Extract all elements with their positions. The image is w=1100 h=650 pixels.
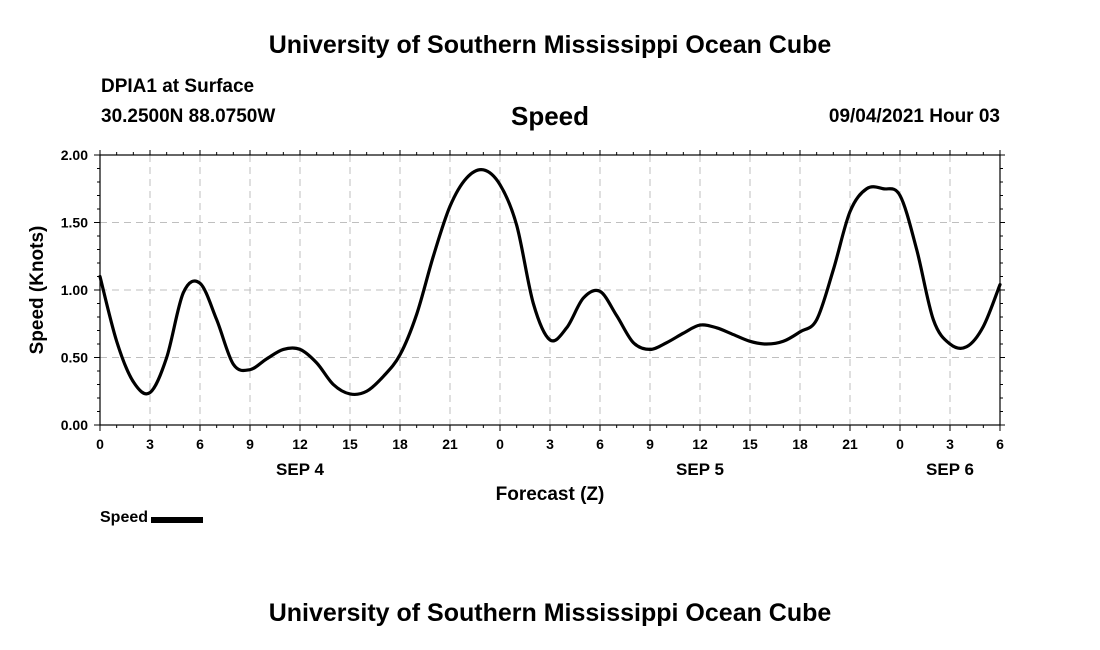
x-tick-label: 21 bbox=[842, 436, 858, 452]
x-tick-label: 12 bbox=[692, 436, 708, 452]
speed-series-line bbox=[98, 168, 1002, 397]
date-label: SEP 4 bbox=[276, 460, 324, 479]
y-tick-label: 0.50 bbox=[61, 350, 88, 366]
station-label: DPIA1 at Surface bbox=[101, 76, 255, 97]
x-tick-label: 9 bbox=[246, 436, 254, 452]
x-tick-label: 18 bbox=[792, 436, 808, 452]
y-tick-label: 2.00 bbox=[61, 147, 88, 163]
x-axis-label: Forecast (Z) bbox=[496, 484, 605, 505]
x-tick-label: 3 bbox=[546, 436, 554, 452]
axis-ticks: 0 3 6 9 12 15 18 21 0 3 6 9 12 15 18 21 0 3 6 0.00 0.50 1.00 1… bbox=[61, 147, 1005, 452]
legend-label-speed: Speed bbox=[100, 509, 149, 526]
x-tick-label: 0 bbox=[496, 436, 504, 452]
x-tick-label: 6 bbox=[196, 436, 204, 452]
x-tick-label: 15 bbox=[342, 436, 358, 452]
grid-lines bbox=[100, 155, 1000, 425]
x-tick-label: 3 bbox=[146, 436, 154, 452]
x-tick-label: 3 bbox=[946, 436, 954, 452]
y-tick-label: 1.00 bbox=[61, 282, 88, 298]
x-tick-label: 0 bbox=[96, 436, 104, 452]
x-tick-label: 15 bbox=[742, 436, 758, 452]
plot-title: Speed bbox=[510, 101, 590, 131]
bottom-banner-title: University of Southern Mississippi Ocean… bbox=[268, 599, 832, 627]
x-tick-label: 12 bbox=[292, 436, 308, 452]
legend-swatch-speed bbox=[151, 516, 204, 523]
x-tick-label: 0 bbox=[896, 436, 904, 452]
date-label: SEP 5 bbox=[676, 460, 724, 479]
forecast-timestamp: 09/04/2021 Hour 03 bbox=[828, 106, 1000, 127]
legend: Speed bbox=[100, 509, 204, 527]
top-banner-title: University of Southern Mississippi Ocean… bbox=[268, 31, 832, 59]
y-tick-label: 1.50 bbox=[61, 215, 88, 231]
y-tick-label: 0.00 bbox=[61, 417, 88, 433]
x-tick-label: 6 bbox=[996, 436, 1004, 452]
x-tick-label: 6 bbox=[596, 436, 604, 452]
y-axis-label: Speed (Knots) bbox=[27, 226, 48, 355]
date-label: SEP 6 bbox=[926, 460, 974, 479]
x-tick-label: 18 bbox=[392, 436, 408, 452]
x-tick-label: 21 bbox=[442, 436, 458, 452]
coordinates-label: 30.2500N 88.0750W bbox=[101, 106, 276, 127]
x-tick-label: 9 bbox=[646, 436, 654, 452]
